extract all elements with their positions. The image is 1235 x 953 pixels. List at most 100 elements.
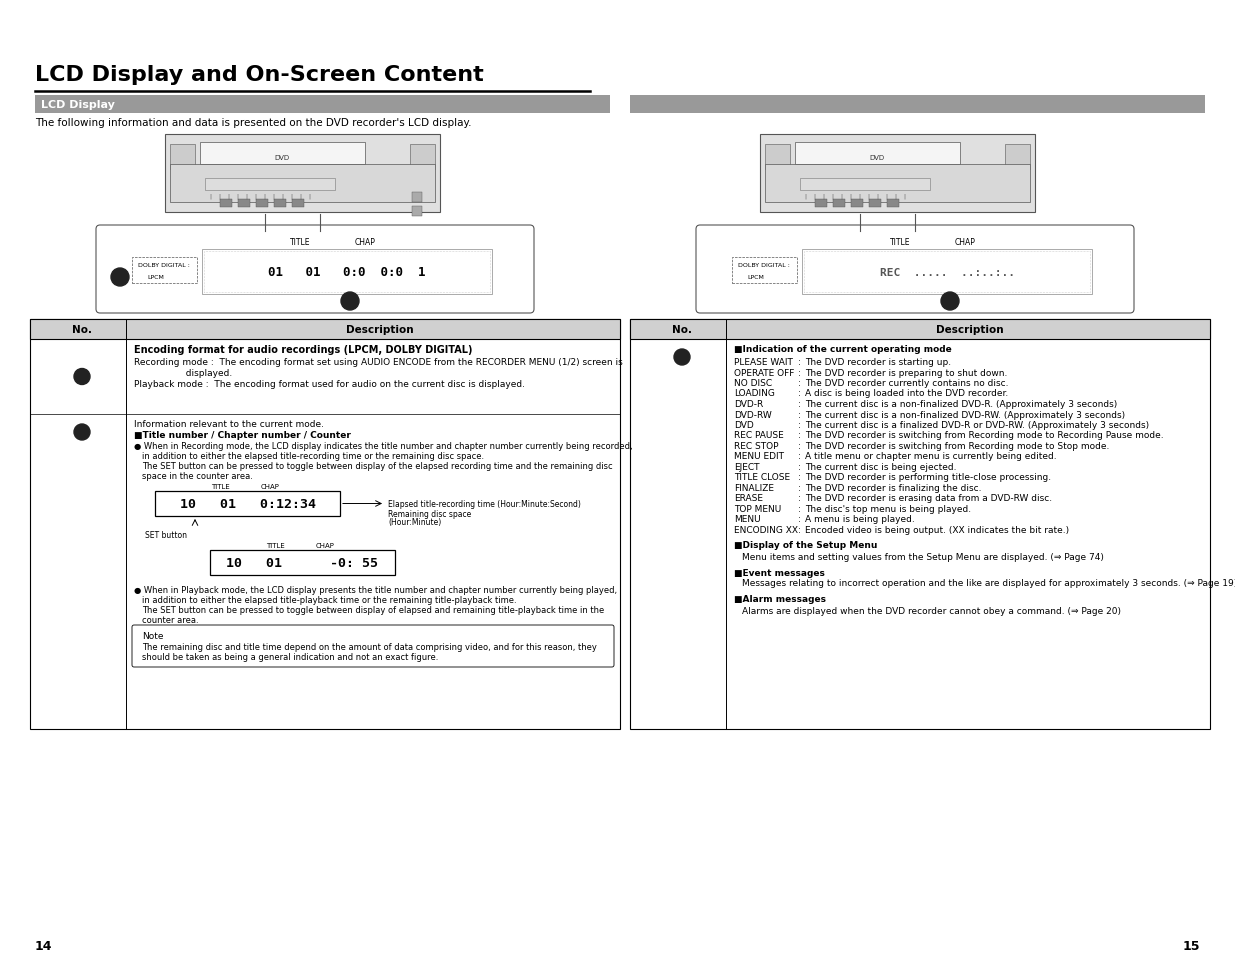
Bar: [869, 200, 881, 208]
Text: Menu items and setting values from the Setup Menu are displayed. (⇒ Page 74): Menu items and setting values from the S…: [742, 552, 1104, 561]
Text: The SET button can be pressed to toggle between display of elapsed and remaining: The SET button can be pressed to toggle …: [142, 605, 604, 615]
Bar: [410, 145, 435, 170]
Text: |: |: [282, 193, 283, 198]
FancyBboxPatch shape: [96, 226, 534, 314]
Text: TITLE CLOSE: TITLE CLOSE: [734, 473, 790, 482]
Bar: [165, 135, 440, 213]
Text: |: |: [867, 193, 869, 198]
Bar: [170, 165, 435, 203]
Bar: [291, 200, 304, 208]
Bar: [630, 319, 1210, 729]
Bar: [170, 145, 195, 170]
Text: |: |: [831, 193, 832, 198]
Bar: [203, 250, 492, 294]
Text: CHAP: CHAP: [955, 237, 976, 247]
Bar: [760, 135, 1035, 213]
Bar: [764, 165, 1030, 203]
Bar: [1005, 145, 1030, 170]
Text: DVD: DVD: [869, 154, 884, 161]
Bar: [256, 200, 268, 208]
Text: The SET button can be pressed to toggle between display of the elapsed recording: The SET button can be pressed to toggle …: [142, 461, 613, 471]
Text: PLEASE WAIT: PLEASE WAIT: [734, 357, 793, 367]
Text: EJECT: EJECT: [734, 462, 760, 472]
Circle shape: [74, 369, 90, 385]
Circle shape: [941, 293, 960, 311]
Text: :: :: [798, 525, 800, 535]
Text: No.: No.: [72, 325, 91, 335]
Text: |: |: [848, 193, 851, 198]
Bar: [800, 179, 930, 191]
Text: ■Display of the Setup Menu: ■Display of the Setup Menu: [734, 541, 877, 550]
Text: DVD: DVD: [274, 154, 289, 161]
Text: (Hour:Minute): (Hour:Minute): [388, 517, 441, 526]
Text: REC STOP: REC STOP: [734, 441, 778, 451]
Text: Information relevant to the current mode.: Information relevant to the current mode…: [135, 419, 324, 429]
Text: |: |: [263, 193, 266, 198]
Text: ①: ①: [78, 372, 86, 382]
Text: The current disc is a finalized DVD-R or DVD-RW. (Approximately 3 seconds): The current disc is a finalized DVD-R or…: [805, 420, 1149, 430]
Text: :: :: [798, 389, 800, 398]
Text: ①: ①: [116, 273, 125, 283]
Text: ERASE: ERASE: [734, 494, 763, 503]
FancyBboxPatch shape: [132, 257, 198, 284]
Text: DVD-R: DVD-R: [734, 399, 763, 409]
Text: ②: ②: [78, 428, 86, 437]
Text: 10   01      -0: 55: 10 01 -0: 55: [226, 557, 378, 569]
Text: The DVD recorder is preparing to shut down.: The DVD recorder is preparing to shut do…: [805, 368, 1008, 377]
Text: REC  .....  ..:..:..: REC ..... ..:..:..: [879, 267, 1014, 277]
Text: The DVD recorder is starting up.: The DVD recorder is starting up.: [805, 357, 951, 367]
Text: ■Event messages: ■Event messages: [734, 568, 825, 577]
Text: |: |: [813, 193, 815, 198]
Text: counter area.: counter area.: [142, 616, 199, 624]
Bar: [210, 551, 395, 576]
Text: The current disc is a non-finalized DVD-R. (Approximately 3 seconds): The current disc is a non-finalized DVD-…: [805, 399, 1118, 409]
Text: DVD-RW: DVD-RW: [734, 410, 772, 419]
Text: The DVD recorder is finalizing the disc.: The DVD recorder is finalizing the disc.: [805, 483, 982, 493]
Text: Note: Note: [142, 631, 163, 640]
Text: ■Indication of the current operating mode: ■Indication of the current operating mod…: [734, 345, 952, 354]
Text: |: |: [245, 193, 247, 198]
Text: CHAP: CHAP: [261, 483, 279, 490]
Text: |: |: [227, 193, 228, 198]
Text: :: :: [798, 504, 800, 514]
Text: The current disc is a non-finalized DVD-RW. (Approximately 3 seconds): The current disc is a non-finalized DVD-…: [805, 410, 1125, 419]
Text: ②: ②: [346, 296, 354, 307]
Text: |: |: [840, 193, 842, 198]
Text: Encoding format for audio recordings (LPCM, DOLBY DIGITAL): Encoding format for audio recordings (LP…: [135, 345, 473, 355]
Text: |: |: [308, 193, 310, 198]
Text: OPERATE OFF: OPERATE OFF: [734, 368, 794, 377]
Bar: [30, 319, 620, 729]
Bar: [238, 200, 249, 208]
Text: The DVD recorder is erasing data from a DVD-RW disc.: The DVD recorder is erasing data from a …: [805, 494, 1052, 503]
Bar: [220, 200, 232, 208]
Bar: [412, 193, 422, 203]
Bar: [887, 200, 899, 208]
Text: |: |: [209, 193, 211, 198]
Text: Description: Description: [936, 325, 1004, 335]
Text: LPCM: LPCM: [747, 274, 764, 280]
Text: |: |: [299, 193, 301, 198]
Text: ■Alarm messages: ■Alarm messages: [734, 595, 826, 604]
Text: |: |: [823, 193, 824, 198]
Text: A disc is being loaded into the DVD recorder.: A disc is being loaded into the DVD reco…: [805, 389, 1008, 398]
Text: The DVD recorder currently contains no disc.: The DVD recorder currently contains no d…: [805, 378, 1009, 388]
Bar: [795, 143, 960, 165]
Text: |: |: [272, 193, 274, 198]
Text: TITLE: TITLE: [266, 542, 284, 548]
Text: :: :: [798, 410, 800, 419]
Text: REC PAUSE: REC PAUSE: [734, 431, 784, 440]
Text: LOADING: LOADING: [734, 389, 774, 398]
Bar: [815, 200, 827, 208]
Text: |: |: [236, 193, 238, 198]
Bar: [274, 200, 287, 208]
Text: |: |: [876, 193, 878, 198]
Text: :: :: [798, 431, 800, 440]
Text: ②: ②: [678, 353, 687, 363]
Text: space in the counter area.: space in the counter area.: [142, 472, 253, 480]
Text: :: :: [798, 399, 800, 409]
FancyBboxPatch shape: [697, 226, 1134, 314]
Text: Elapsed title-recording time (Hour:Minute:Second): Elapsed title-recording time (Hour:Minut…: [388, 499, 580, 509]
Text: FINALIZE: FINALIZE: [734, 483, 774, 493]
Text: :: :: [798, 420, 800, 430]
Text: ● When in Recording mode, the LCD display indicates the title number and chapter: ● When in Recording mode, the LCD displa…: [135, 441, 632, 451]
